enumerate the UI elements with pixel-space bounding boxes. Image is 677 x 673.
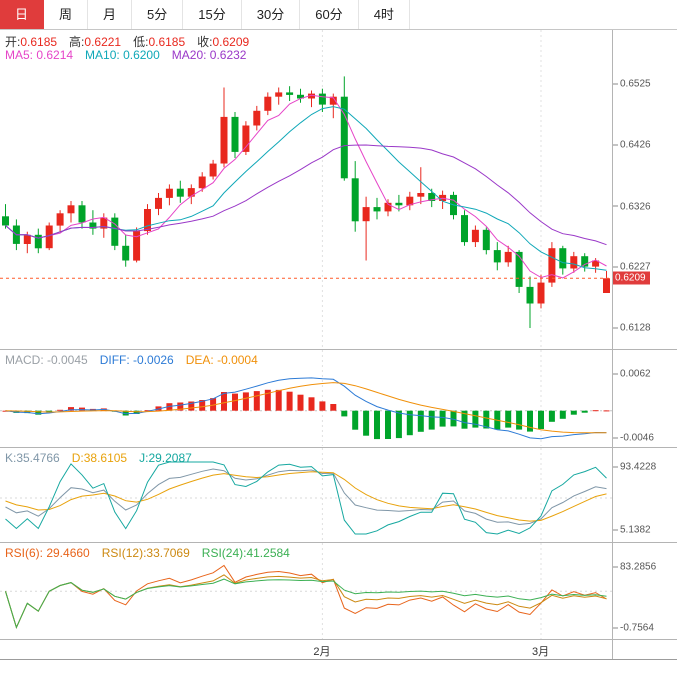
macd-axis: 0.0062 -0.0046 bbox=[612, 350, 677, 447]
ohlc-readout: 开:0.6185 高:0.6221 低:0.6185 收:0.6209 bbox=[5, 33, 249, 50]
k-value-label: K:35.4766 bbox=[5, 451, 60, 465]
j-value-label: J:29.2087 bbox=[139, 451, 192, 465]
candlestick-plot[interactable]: 开:0.6185 高:0.6221 低:0.6185 收:0.6209 MA5:… bbox=[0, 30, 612, 349]
tab-60分[interactable]: 60分 bbox=[300, 0, 359, 29]
current-price-badge: 0.6209 bbox=[613, 271, 650, 285]
high-label: 高: bbox=[69, 35, 85, 49]
time-axis-label: 3月 bbox=[531, 646, 550, 658]
rsi12-value-label: RSI(12):33.7069 bbox=[101, 546, 190, 560]
rsi-panel: RSI(6): 29.4660 RSI(12):33.7069 RSI(24):… bbox=[0, 543, 677, 640]
interval-tabbar: 日周月 5分 15分 30分 60分 4时 bbox=[0, 0, 677, 30]
axis-label: 0.6426 bbox=[613, 140, 651, 151]
axis-label: -0.7564 bbox=[613, 622, 654, 633]
time-axis-label: 2月 bbox=[313, 646, 331, 658]
rsi-plot[interactable]: RSI(6): 29.4660 RSI(12):33.7069 RSI(24):… bbox=[0, 543, 612, 639]
rsi-axis: 83.2856 -0.7564 bbox=[612, 543, 677, 639]
close-value: 0.6209 bbox=[212, 35, 250, 49]
close-label: 收: bbox=[197, 35, 213, 49]
axis-label: 0.6525 bbox=[613, 79, 651, 90]
kdj-readout: K:35.4766 D:38.6105 J:29.2087 bbox=[5, 451, 192, 465]
rsi-readout: RSI(6): 29.4660 RSI(12):33.7069 RSI(24):… bbox=[5, 546, 290, 560]
macd-plot[interactable]: MACD: -0.0045 DIFF: -0.0026 DEA: -0.0004 bbox=[0, 350, 612, 447]
rsi-svg bbox=[0, 543, 612, 639]
candlestick-panel: 开:0.6185 高:0.6221 低:0.6185 收:0.6209 MA5:… bbox=[0, 30, 677, 350]
axis-label: 93.4228 bbox=[613, 461, 656, 472]
open-value: 0.6185 bbox=[20, 35, 58, 49]
axis-label: 0.6227 bbox=[613, 262, 651, 273]
axis-label: 0.0062 bbox=[613, 369, 651, 380]
open-label: 开: bbox=[5, 35, 21, 49]
tab-日[interactable]: 日 bbox=[0, 0, 45, 29]
tab-4时[interactable]: 4时 bbox=[359, 0, 410, 29]
kdj-panel: K:35.4766 D:38.6105 J:29.2087 93.4228 5.1… bbox=[0, 448, 677, 543]
time-axis-labels: 2月 3月 bbox=[0, 640, 612, 659]
ma5-label: MA5: 0.6214 bbox=[5, 48, 74, 62]
price-axis: 0.6525 0.6426 0.6326 0.6227 0.6128 0.6209 bbox=[612, 30, 677, 349]
kdj-axis: 93.4228 5.1382 bbox=[612, 448, 677, 542]
low-label: 低: bbox=[133, 35, 149, 49]
low-readout: 低:0.6185 bbox=[133, 33, 185, 50]
tab-周[interactable]: 周 bbox=[44, 0, 89, 29]
time-axis: 2月 3月 bbox=[0, 640, 677, 660]
axis-label: 5.1382 bbox=[613, 525, 651, 536]
candlestick-svg bbox=[0, 30, 612, 348]
d-value-label: D:38.6105 bbox=[71, 451, 128, 465]
high-value: 0.6221 bbox=[84, 35, 122, 49]
macd-readout: MACD: -0.0045 DIFF: -0.0026 DEA: -0.0004 bbox=[5, 353, 258, 367]
axis-label: 83.2856 bbox=[613, 562, 656, 573]
tab-月[interactable]: 月 bbox=[88, 0, 133, 29]
axis-label: 0.6326 bbox=[613, 201, 651, 212]
rsi24-value-label: RSI(24):41.2584 bbox=[201, 546, 290, 560]
tab-15分[interactable]: 15分 bbox=[183, 0, 242, 29]
kdj-svg bbox=[0, 448, 612, 541]
macd-value-label: MACD: -0.0045 bbox=[5, 353, 88, 367]
dea-value-label: DEA: -0.0004 bbox=[185, 353, 258, 367]
close-readout: 收:0.6209 bbox=[197, 33, 249, 50]
ma20-label: MA20: 0.6232 bbox=[171, 48, 247, 62]
low-value: 0.6185 bbox=[148, 35, 186, 49]
diff-value-label: DIFF: -0.0026 bbox=[99, 353, 174, 367]
high-readout: 高:0.6221 bbox=[69, 33, 121, 50]
kdj-plot[interactable]: K:35.4766 D:38.6105 J:29.2087 bbox=[0, 448, 612, 542]
open-readout: 开:0.6185 bbox=[5, 33, 57, 50]
tab-30分[interactable]: 30分 bbox=[242, 0, 301, 29]
ma10-label: MA10: 0.6200 bbox=[85, 48, 160, 62]
time-axis-corner bbox=[612, 640, 677, 659]
tab-5分[interactable]: 5分 bbox=[132, 0, 184, 29]
macd-panel: MACD: -0.0045 DIFF: -0.0026 DEA: -0.0004… bbox=[0, 350, 677, 448]
ma-readout: MA5: 0.6214 MA10: 0.6200 MA20: 0.6232 bbox=[5, 48, 246, 62]
rsi6-value-label: RSI(6): 29.4660 bbox=[5, 546, 90, 560]
macd-svg bbox=[0, 350, 612, 446]
axis-label: 0.6128 bbox=[613, 323, 651, 334]
axis-label: -0.0046 bbox=[613, 432, 654, 443]
